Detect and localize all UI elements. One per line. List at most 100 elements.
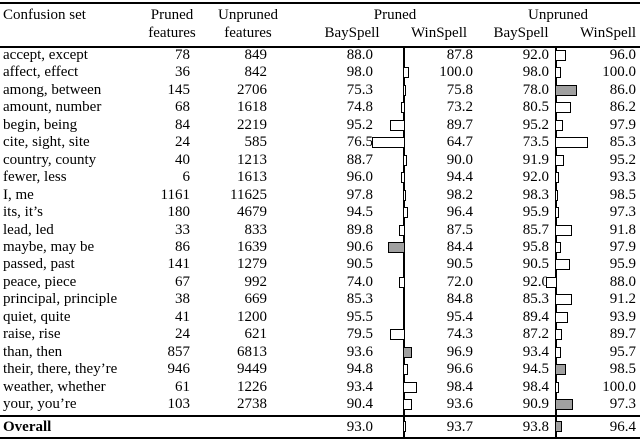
pruned-winspell-cell: 93.6	[446, 396, 473, 412]
unpruned-diff-bar	[555, 381, 560, 393]
unpruned-winspell-cell: 95.7	[609, 343, 636, 360]
pruned-features-cell: 78	[175, 47, 190, 63]
confusion-set-cell: fewer, less	[3, 169, 67, 186]
pruned-bayspell-cell: 95.2	[346, 116, 373, 133]
unpruned-diff-bar	[555, 154, 565, 166]
pruned-bayspell-cell: 95.5	[346, 308, 373, 325]
unpruned-diff-bar	[555, 189, 558, 201]
pruned-diff-bar	[403, 346, 413, 358]
unpruned-diff-bar	[555, 399, 573, 410]
unpruned-diff-bar	[555, 346, 562, 358]
pruned-winspell-cell: 96.9	[446, 343, 473, 360]
pruned-diff-bar	[387, 241, 405, 253]
pruned-diff-bar	[403, 399, 412, 410]
overall-unpruned-bayspell-value: 93.8	[522, 419, 549, 435]
unpruned-winspell-cell: 97.9	[609, 116, 636, 133]
pruned-diff-bar	[402, 50, 405, 61]
pruned-diff-bar	[403, 189, 406, 201]
header-pruned-group: Pruned	[373, 7, 417, 23]
table-row: I, me 1161 11625 97.8 98.2 98.3 98.5	[0, 187, 640, 204]
header-pruned-bayspell: BaySpell	[324, 25, 380, 41]
table-row: raise, rise 24 621 79.5 74.3 87.2 89.7	[0, 326, 640, 343]
table-row: its, it’s 180 4679 94.5 96.4 95.9 97.3	[0, 204, 640, 221]
pruned-diff-bar	[403, 381, 417, 393]
unpruned-bayspell-cell: 94.5	[522, 361, 549, 378]
unpruned-diff-bar	[555, 137, 589, 149]
confusion-set-cell: peace, piece	[3, 273, 77, 290]
pruned-winspell-cell: 98.4	[446, 378, 473, 395]
confusion-set-cell: quiet, quite	[3, 308, 71, 325]
pruned-diff-bar	[402, 294, 405, 306]
confusion-set-cell: cite, sight, site	[3, 134, 90, 151]
unpruned-diff-bar	[545, 276, 557, 288]
pruned-features-cell: 1161	[160, 186, 190, 203]
unpruned-winspell-cell: 100.0	[602, 378, 636, 395]
pruned-bayspell-cell: 85.3	[346, 291, 373, 308]
unpruned-bayspell-cell: 91.9	[522, 151, 549, 168]
confusion-set-cell: weather, whether	[3, 378, 106, 395]
pruned-features-cell: 36	[175, 64, 190, 81]
pruned-bayspell-cell: 76.5	[346, 134, 373, 151]
unpruned-diff-bar	[555, 119, 563, 131]
unpruned-diff-bar	[555, 294, 572, 306]
header-pruned-winspell: WinSpell	[410, 25, 468, 41]
unpruned-bayspell-cell: 89.4	[522, 308, 549, 325]
table-row: peace, piece 67 992 74.0 72.0 92.0 88.0	[0, 274, 640, 291]
overall-unpruned-winspell-value: 96.4	[609, 419, 636, 435]
pruned-bayspell-cell: 93.6	[346, 343, 373, 360]
pruned-winspell-cell: 95.4	[446, 308, 473, 325]
unpruned-bayspell-cell: 98.4	[522, 378, 549, 395]
unpruned-diff-bar	[555, 311, 568, 323]
unpruned-winspell-cell: 96.0	[609, 47, 636, 63]
pruned-diff-bar	[390, 329, 405, 341]
unpruned-features-cell: 2738	[237, 396, 267, 412]
unpruned-features-cell: 585	[244, 134, 268, 151]
pruned-features-cell: 946	[167, 361, 191, 378]
header-unpruned-features-1: Unpruned	[218, 7, 278, 23]
pruned-bayspell-cell: 90.5	[346, 256, 373, 273]
unpruned-diff-bar	[555, 259, 571, 271]
unpruned-winspell-cell: 85.3	[609, 134, 636, 151]
pruned-bayspell-cell: 75.3	[346, 81, 373, 98]
overall-unpruned-diff-bar	[555, 421, 563, 432]
pruned-axis-line	[403, 46, 405, 437]
header-confusion-set: Confusion set	[3, 7, 86, 23]
confusion-set-cell: country, county	[3, 151, 97, 168]
unpruned-features-cell: 1279	[237, 256, 267, 273]
unpruned-features-cell: 2706	[237, 81, 267, 98]
header-unpruned-winspell: WinSpell	[579, 25, 637, 41]
unpruned-diff-bar	[555, 241, 561, 253]
unpruned-winspell-cell: 97.3	[609, 204, 636, 221]
unpruned-features-cell: 1213	[237, 151, 267, 168]
table-row: among, between 145 2706 75.3 75.8 78.0 86.0	[0, 82, 640, 99]
confusion-set-cell: begin, being	[3, 116, 78, 133]
unpruned-features-cell: 1618	[237, 99, 267, 116]
pruned-winspell-cell: 84.4	[446, 238, 473, 255]
pruned-features-cell: 86	[175, 238, 190, 255]
pruned-features-cell: 33	[175, 221, 190, 238]
overall-row: Overall 93.0 93.7 93.8 96.4	[0, 417, 640, 437]
table-row: maybe, may be 86 1639 90.6 84.4 95.8 97.9	[0, 239, 640, 256]
unpruned-features-cell: 833	[244, 221, 268, 238]
unpruned-winspell-cell: 98.5	[609, 361, 636, 378]
pruned-features-cell: 38	[175, 291, 190, 308]
unpruned-features-cell: 1200	[237, 308, 267, 325]
pruned-features-cell: 41	[175, 308, 190, 325]
unpruned-features-cell: 9449	[237, 361, 267, 378]
confusion-set-cell: I, me	[3, 186, 34, 203]
pruned-bayspell-cell: 88.7	[346, 151, 373, 168]
unpruned-diff-bar	[555, 50, 567, 61]
pruned-features-cell: 40	[175, 151, 190, 168]
pruned-bayspell-cell: 94.5	[346, 204, 373, 221]
pruned-winspell-cell: 87.5	[446, 221, 473, 238]
pruned-features-cell: 103	[167, 396, 191, 412]
pruned-winspell-cell: 73.2	[446, 99, 473, 116]
pruned-features-cell: 857	[167, 343, 191, 360]
unpruned-features-cell: 2219	[237, 116, 267, 133]
unpruned-features-cell: 849	[244, 47, 268, 63]
table-row: than, then 857 6813 93.6 96.9 93.4 95.7	[0, 344, 640, 361]
pruned-diff-bar	[400, 172, 405, 184]
pruned-winspell-cell: 89.7	[446, 116, 473, 133]
pruned-winspell-cell: 87.8	[446, 47, 473, 63]
